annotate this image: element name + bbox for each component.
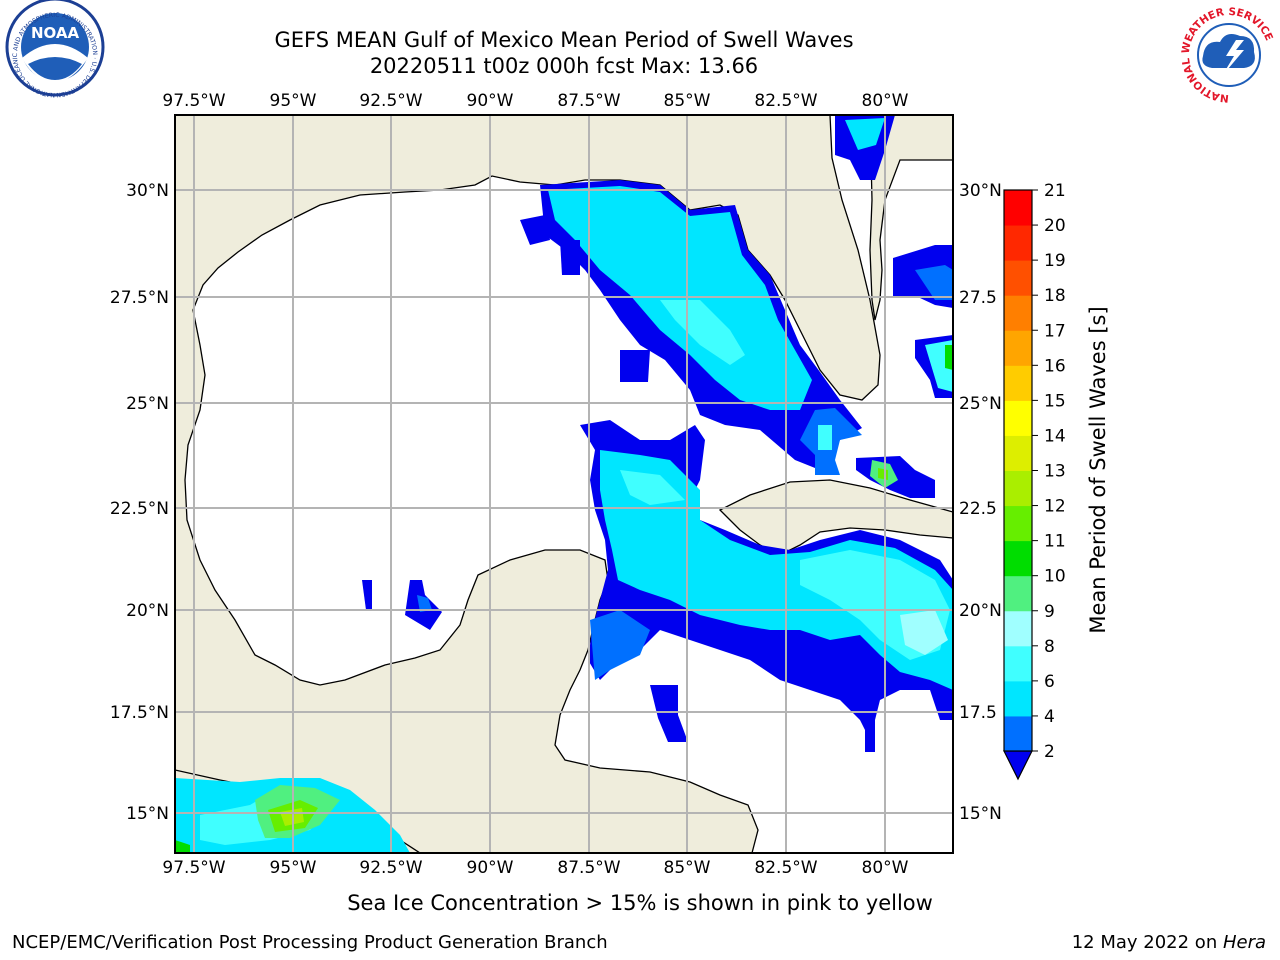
lon-label: 92.5°W <box>359 91 422 111</box>
colorbar-swatch <box>1004 715 1032 752</box>
lat-label: 22.5 <box>959 499 997 519</box>
colorbar-tick-label: 10 <box>1044 567 1066 587</box>
lat-labels-left: 30°N 27.5°N 25°N 22.5°N 20°N 17.5°N 15°N <box>110 181 169 824</box>
colorbar-tick-label: 13 <box>1044 462 1066 482</box>
host-name: Hera <box>1222 932 1266 953</box>
lon-label: 92.5°W <box>359 858 422 878</box>
lat-label: 25°N <box>959 394 1002 414</box>
colorbar-swatch <box>1004 470 1032 507</box>
date-stamp: 12 May 2022 on Hera <box>1072 932 1266 953</box>
lon-label: 82.5°W <box>754 858 817 878</box>
colorbar: 2 4 6 8 9 10 11 12 13 14 15 16 17 18 19 20 21 <box>1003 181 1066 781</box>
lon-labels-top: 97.5°W 95°W 92.5°W 90°W 87.5°W 85°W 82.5… <box>162 91 908 111</box>
colorbar-swatch <box>1004 365 1032 401</box>
colorbar-tick-label: 6 <box>1044 672 1055 692</box>
colorbar-swatch <box>1004 505 1032 542</box>
lat-label: 27.5 <box>959 288 997 308</box>
lat-label: 17.5 <box>959 703 997 723</box>
colorbar-tick-label: 20 <box>1044 216 1066 236</box>
colorbar-tick-label: 14 <box>1044 426 1066 446</box>
colorbar-tick-label: 21 <box>1044 181 1066 201</box>
noaa-logo-text: NOAA <box>31 24 80 42</box>
colorbar-swatch <box>1004 260 1032 296</box>
colorbar-tick-label: 2 <box>1044 742 1055 762</box>
colorbar-swatch <box>1004 645 1032 682</box>
lon-label: 90°W <box>467 858 514 878</box>
colorbar-swatch <box>1004 190 1032 226</box>
lon-label: 97.5°W <box>162 858 225 878</box>
colorbar-tick-label: 15 <box>1044 391 1066 411</box>
colorbar-tick-label: 16 <box>1044 356 1066 376</box>
nws-logo: NATIONAL WEATHER SERVICE <box>1179 5 1279 105</box>
lat-label: 17.5°N <box>110 703 169 723</box>
lon-label: 97.5°W <box>162 91 225 111</box>
swell-field <box>175 115 953 853</box>
colorbar-tick-label: 19 <box>1044 251 1066 271</box>
lat-label: 27.5°N <box>110 288 169 308</box>
lat-label: 25°N <box>126 394 169 414</box>
map-area <box>175 115 953 853</box>
colorbar-swatch <box>1004 295 1032 331</box>
chart-subtitle: 20220511 t00z 000h fcst Max: 13.66 <box>369 54 759 78</box>
lon-label: 80°W <box>862 91 909 111</box>
lon-label: 95°W <box>270 91 317 111</box>
lon-label: 95°W <box>270 858 317 878</box>
colorbar-extend-low <box>1003 750 1033 781</box>
lat-label: 20°N <box>126 601 169 621</box>
lon-label: 87.5°W <box>557 858 620 878</box>
colorbar-tick-label: 17 <box>1044 321 1066 341</box>
chart-title: GEFS MEAN Gulf of Mexico Mean Period of … <box>274 28 854 52</box>
colorbar-tick-label: 12 <box>1044 497 1066 517</box>
lon-label: 80°W <box>862 858 909 878</box>
colorbar-tick-label: 9 <box>1044 602 1055 622</box>
colorbar-swatch <box>1004 680 1032 717</box>
lat-label: 20°N <box>959 601 1002 621</box>
lon-label: 82.5°W <box>754 91 817 111</box>
colorbar-tick-label: 11 <box>1044 532 1066 552</box>
colorbar-swatch <box>1004 400 1032 436</box>
lat-label: 15°N <box>126 804 169 824</box>
map-frame <box>174 114 954 854</box>
colorbar-label: Mean Period of Swell Waves [s] <box>1086 306 1110 633</box>
colorbar-tick-label: 18 <box>1044 286 1066 306</box>
lon-label: 87.5°W <box>557 91 620 111</box>
lon-labels-bottom: 97.5°W 95°W 92.5°W 90°W 87.5°W 85°W 82.5… <box>162 858 908 878</box>
sea-ice-note: Sea Ice Concentration > 15% is shown in … <box>347 891 933 915</box>
credit-line: NCEP/EMC/Verification Post Processing Pr… <box>12 932 608 953</box>
lon-label: 85°W <box>664 91 711 111</box>
lon-label: 85°W <box>664 858 711 878</box>
colorbar-swatch <box>1004 225 1032 261</box>
colorbar-swatch <box>1004 610 1032 647</box>
colorbar-swatch <box>1004 540 1032 577</box>
lat-label: 30°N <box>959 181 1002 201</box>
lat-label: 15°N <box>959 804 1002 824</box>
graticule <box>175 115 953 853</box>
colorbar-swatch <box>1004 330 1032 366</box>
colorbar-tick-label: 4 <box>1044 707 1055 727</box>
lon-label: 90°W <box>467 91 514 111</box>
lat-label: 30°N <box>126 181 169 201</box>
colorbar-swatch <box>1004 575 1032 612</box>
lat-label: 22.5°N <box>110 499 169 519</box>
noaa-logo: NOAA NATIONAL OCEANIC AND ATMOSPHERIC AD… <box>0 0 105 98</box>
date-text: 12 May 2022 on <box>1071 932 1223 953</box>
lat-labels-right: 30°N 27.5 25°N 22.5 20°N 17.5 15°N <box>959 181 1002 824</box>
colorbar-tick-label: 8 <box>1044 637 1055 657</box>
colorbar-swatch <box>1004 435 1032 471</box>
